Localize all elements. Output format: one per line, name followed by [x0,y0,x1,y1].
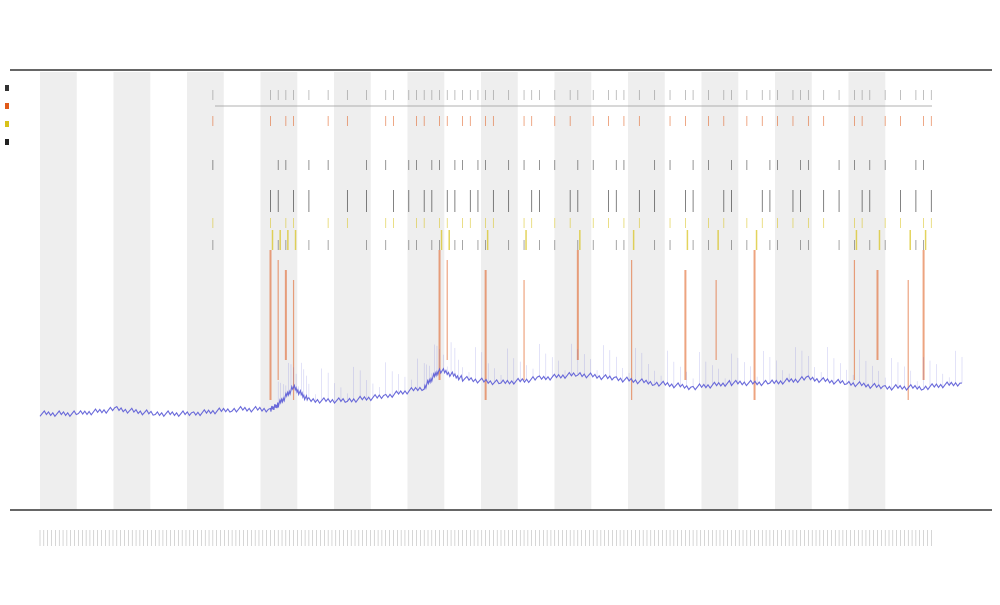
shaded-band [775,72,812,510]
event-tracks [212,90,932,400]
shaded-band [628,72,665,510]
shaded-band [40,72,77,510]
legend-swatch [5,121,9,127]
axes [10,69,992,511]
shaded-band [407,72,445,510]
legend [5,85,9,145]
shaded-bands [40,72,886,510]
legend-swatch [5,103,9,109]
legend-swatch [5,85,9,91]
series-line [39,367,963,418]
shaded-band [334,72,371,510]
x-tick-labels [39,530,932,546]
shaded-band [701,72,739,510]
shaded-band [481,72,518,510]
shaded-band [554,72,592,510]
series [39,342,963,418]
shaded-band [260,72,298,510]
shaded-band [187,72,224,510]
legend-swatch [5,139,9,145]
shaded-band [113,72,151,510]
